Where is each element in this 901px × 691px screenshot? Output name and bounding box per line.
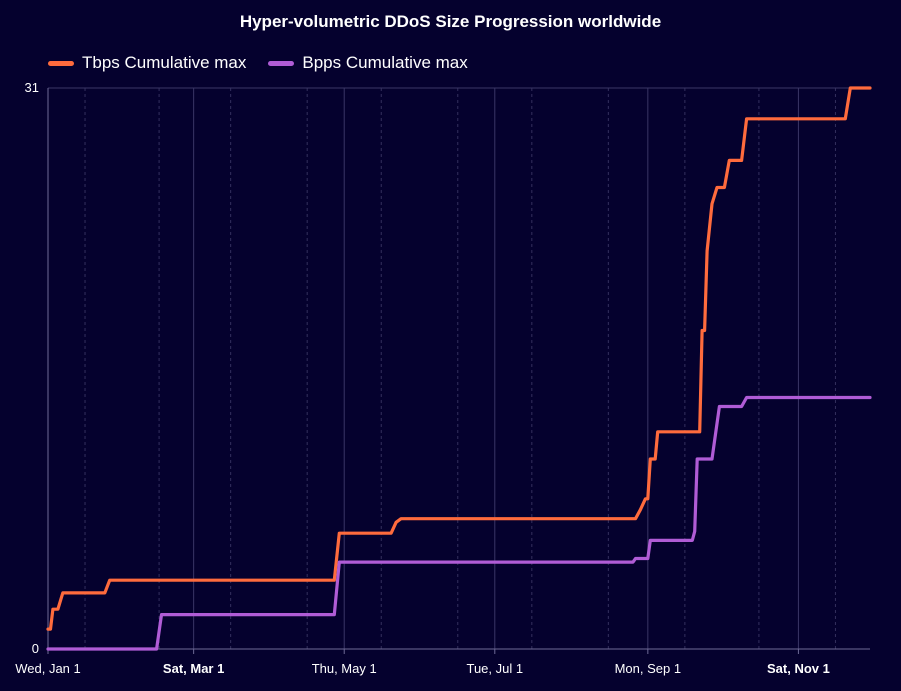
chart-title: Hyper-volumetric DDoS Size Progression w… xyxy=(239,12,662,31)
legend-item-tbps[interactable]: Tbps Cumulative max xyxy=(48,53,246,73)
series-line-bpps xyxy=(46,395,872,651)
series-line-tbps xyxy=(46,86,872,631)
legend: Tbps Cumulative max Bpps Cumulative max xyxy=(48,53,468,73)
x-tick-label-0: Wed, Jan 1 xyxy=(15,661,81,676)
legend-label-tbps: Tbps Cumulative max xyxy=(82,53,247,72)
legend-swatch-bpps xyxy=(268,60,295,66)
x-tick-label-4: Mon, Sep 1 xyxy=(615,661,682,676)
y-tick-label-1: 31 xyxy=(25,80,39,95)
legend-swatch-tbps xyxy=(48,60,74,66)
x-tick-label-3: Tue, Jul 1 xyxy=(466,661,523,676)
legend-label-bpps: Bpps Cumulative max xyxy=(302,53,468,72)
x-tick-label-5: Sat, Nov 1 xyxy=(767,661,830,676)
x-tick-label-1: Sat, Mar 1 xyxy=(163,661,224,676)
y-tick-label-0: 0 xyxy=(32,641,39,656)
x-tick-label-2: Thu, May 1 xyxy=(312,661,377,676)
legend-item-bpps[interactable]: Bpps Cumulative max xyxy=(268,53,468,73)
